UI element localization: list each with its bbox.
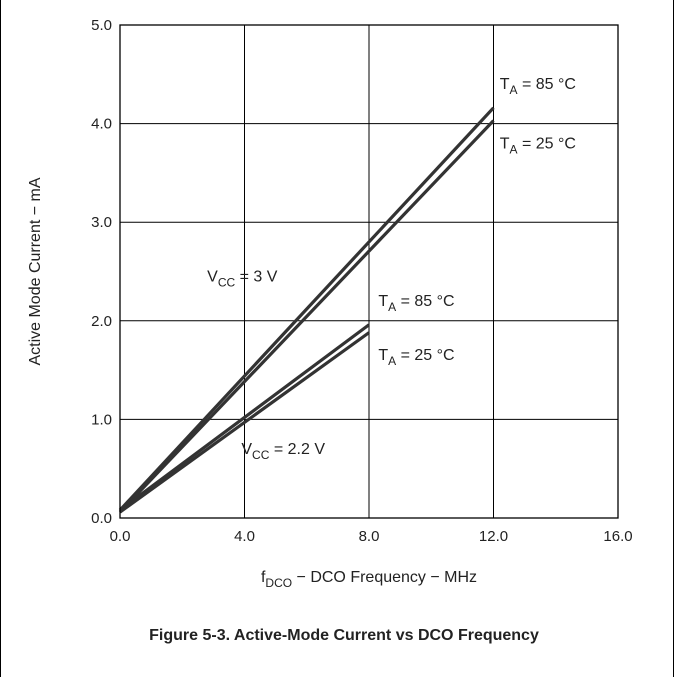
y-axis-label: Active Mode Current − mA [27, 177, 44, 365]
x-axis-label-rest: − DCO Frequency − MHz [292, 569, 477, 586]
series-lines [118, 106, 495, 514]
annotation-ta85-3v: TA = 85 °C [500, 76, 576, 97]
x-tick-label: 4.0 [234, 528, 255, 545]
annotation-vcc-22v: VCC = 2.2 V [241, 441, 325, 462]
y-tick-label: 4.0 [91, 116, 112, 133]
y-tick-label: 2.0 [91, 313, 112, 330]
x-tick-label: 12.0 [479, 528, 508, 545]
tick-labels: 0.0 4.0 8.0 12.0 16.0 0.0 1.0 2.0 3.0 4.0 5.0 [91, 17, 632, 545]
x-axis-label: fDCO − DCO Frequency − MHz [261, 569, 477, 590]
y-tick-label: 1.0 [91, 411, 112, 428]
y-tick-label: 5.0 [91, 17, 112, 34]
plot-area-border [119, 24, 619, 519]
series-line-2 [118, 119, 495, 514]
annotations: TA = 85 °C TA = 25 °C VCC = 3 V TA = 85 °C T… [207, 76, 576, 462]
x-axis-label-sub: DCO [265, 576, 292, 590]
annotation-vcc-3v: VCC = 3 V [207, 268, 278, 289]
annotation-ta85-22v: TA = 85 °C [378, 293, 454, 314]
grid [120, 25, 618, 518]
x-axis-label-main: f [261, 569, 266, 586]
x-tick-label: 0.0 [110, 528, 131, 545]
series-line-1 [118, 106, 495, 512]
figure-caption: Figure 5-3. Active-Mode Current vs DCO F… [149, 627, 539, 644]
x-tick-label: 8.0 [359, 528, 380, 545]
series-line-4 [119, 331, 370, 514]
series-line-3 [119, 323, 370, 512]
annotation-ta25-22v: TA = 25 °C [378, 347, 454, 368]
annotation-ta25-3v: TA = 25 °C [500, 135, 576, 156]
y-tick-label: 0.0 [91, 510, 112, 527]
x-tick-label: 16.0 [603, 528, 632, 545]
y-tick-label: 3.0 [91, 214, 112, 231]
